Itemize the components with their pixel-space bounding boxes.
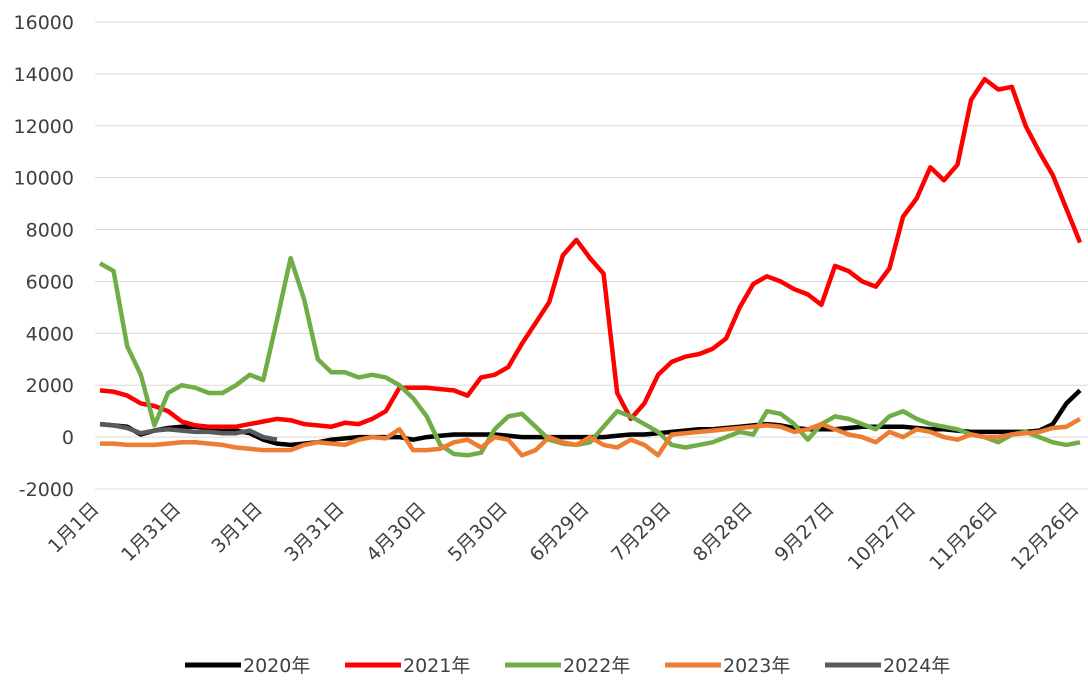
x-tick-label: 1月31日 bbox=[117, 498, 185, 566]
series-line bbox=[99, 421, 278, 442]
y-tick-label: 10000 bbox=[14, 168, 74, 190]
x-tick-label: 7月29日 bbox=[607, 498, 675, 566]
x-tick-label: 5月30日 bbox=[444, 498, 512, 566]
x-tick-label: 11月26日 bbox=[925, 498, 1002, 575]
series-line bbox=[100, 416, 1082, 458]
y-tick-label: 6000 bbox=[26, 271, 74, 293]
x-tick-label: 1月1日 bbox=[44, 498, 104, 558]
x-tick-label: 10月27日 bbox=[844, 498, 921, 575]
x-tick-label: 8月28日 bbox=[689, 498, 757, 566]
series-line bbox=[98, 255, 1081, 458]
y-tick-label: 8000 bbox=[26, 220, 74, 242]
legend-label: 2021年 bbox=[403, 655, 470, 677]
y-tick-label: 12000 bbox=[14, 116, 74, 138]
y-tick-label: -2000 bbox=[19, 479, 74, 501]
legend-label: 2020年 bbox=[243, 655, 310, 677]
y-tick-label: 2000 bbox=[26, 375, 74, 397]
y-tick-label: 4000 bbox=[26, 323, 74, 345]
x-tick-label: 3月31日 bbox=[280, 498, 348, 566]
x-tick-label: 4月30日 bbox=[362, 498, 430, 566]
y-tick-label: 14000 bbox=[14, 64, 74, 86]
x-tick-label: 9月27日 bbox=[770, 498, 838, 566]
x-tick-label: 3月1日 bbox=[207, 498, 267, 558]
legend-label: 2022年 bbox=[563, 655, 630, 677]
y-tick-label: 16000 bbox=[14, 12, 74, 34]
y-tick-label: 0 bbox=[62, 427, 74, 449]
series-line bbox=[99, 76, 1083, 429]
x-tick-label: 12月26日 bbox=[1007, 498, 1084, 575]
x-tick-label: 6月29日 bbox=[525, 498, 593, 566]
legend-label: 2024年 bbox=[883, 655, 950, 677]
legend-label: 2023年 bbox=[723, 655, 790, 677]
